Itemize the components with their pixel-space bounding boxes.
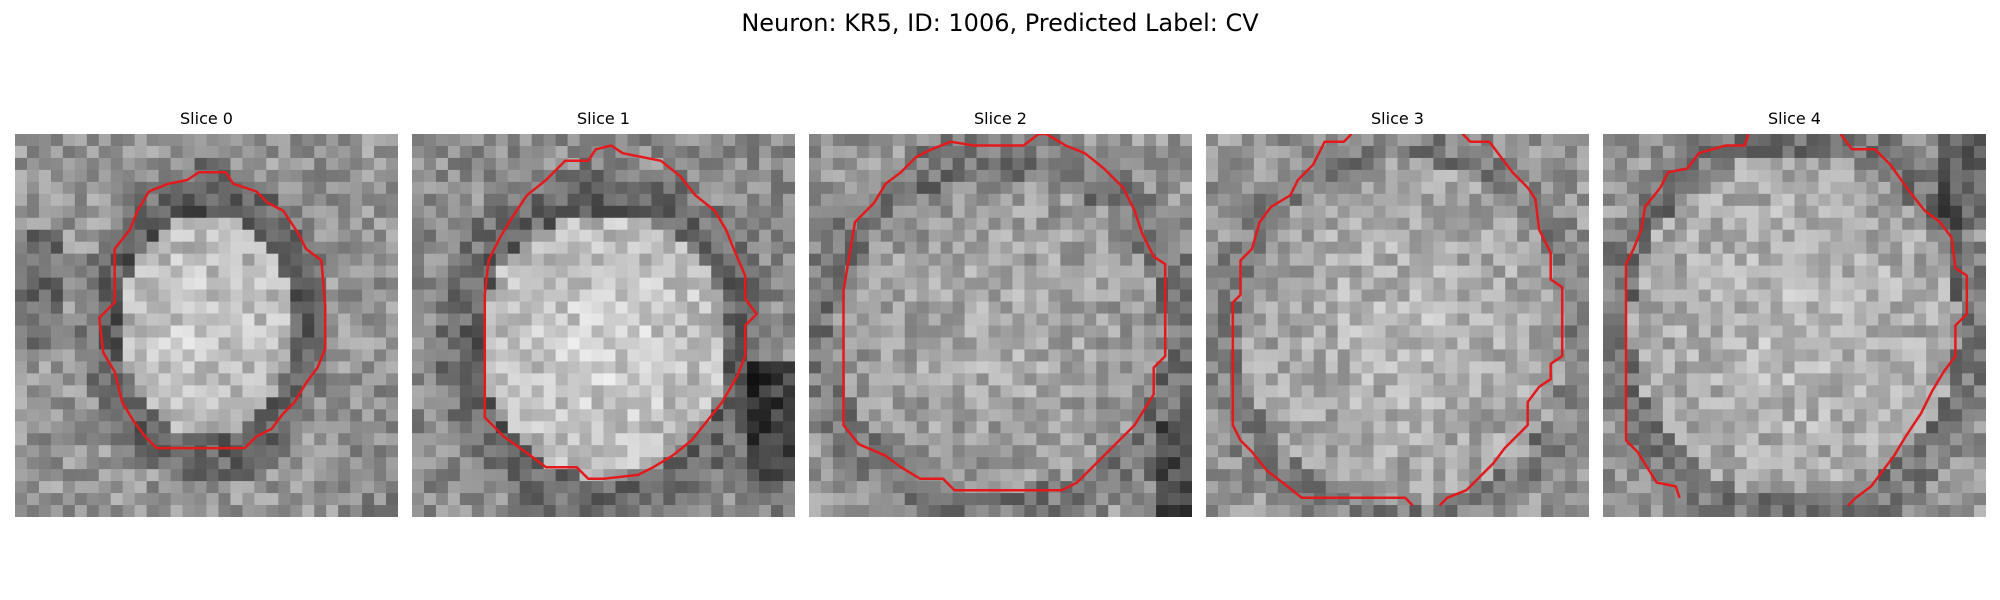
slice-panel-4: Slice 4 <box>1603 110 1986 520</box>
slice-panel-2: Slice 2 <box>809 110 1192 520</box>
contour-line-1 <box>1231 134 1414 507</box>
slice-image-2 <box>809 134 1192 517</box>
slice-title-4: Slice 4 <box>1768 109 1821 128</box>
slice-title-3: Slice 3 <box>1371 109 1424 128</box>
pixel-grid <box>809 134 1192 517</box>
pixel-grid <box>1603 134 1986 517</box>
slice-image-4 <box>1603 134 1986 517</box>
slice-title-2: Slice 2 <box>974 109 1027 128</box>
slice-image-3 <box>1206 134 1589 517</box>
contour-line-0 <box>842 134 1167 492</box>
contour-line-0 <box>1438 134 1564 507</box>
slice-panel-3: Slice 3 <box>1206 110 1589 520</box>
slice-panel-0: Slice 0 <box>15 110 398 520</box>
slice-title-0: Slice 0 <box>180 109 233 128</box>
slice-title-1: Slice 1 <box>577 109 630 128</box>
pixel-grid <box>412 134 795 517</box>
contour-line-1 <box>1624 134 1750 499</box>
pixel-grid <box>1206 134 1589 517</box>
pixel-grid <box>15 134 398 517</box>
slice-image-1 <box>412 134 795 517</box>
figure-title: Neuron: KR5, ID: 1006, Predicted Label: … <box>741 9 1259 37</box>
contour-line-0 <box>98 171 327 450</box>
slice-image-0 <box>15 134 398 517</box>
contour-line-0 <box>483 144 758 480</box>
slice-panel-1: Slice 1 <box>412 110 795 520</box>
contour-line-0 <box>1839 134 1969 507</box>
